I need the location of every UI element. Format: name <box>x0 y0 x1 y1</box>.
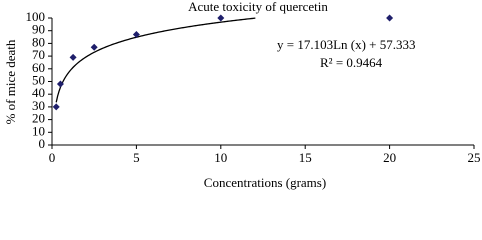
trendline-equation: y = 17.103Ln (x) + 57.333 <box>277 37 416 52</box>
data-point <box>52 103 60 111</box>
data-point <box>386 14 394 22</box>
x-tick-label: 25 <box>468 150 481 165</box>
y-tick-label: 80 <box>32 34 45 49</box>
y-tick-label: 60 <box>32 60 45 75</box>
y-tick-label: 20 <box>32 111 45 126</box>
data-point <box>69 53 77 61</box>
chart: Acute toxicity of quercetin Concentratio… <box>3 0 481 190</box>
data-point <box>56 80 64 88</box>
chart-title: Acute toxicity of quercetin <box>188 0 328 14</box>
y-tick-label: 50 <box>32 72 45 87</box>
y-axis-label: % of mice death <box>3 39 18 124</box>
data-point <box>217 14 225 22</box>
data-point <box>90 43 98 51</box>
r-squared: R² = 0.9464 <box>320 55 383 70</box>
page: {"chart_data": { "type": "scatter", "tit… <box>2 0 481 190</box>
x-tick-label: 0 <box>49 150 56 165</box>
x-tick-label: 15 <box>299 150 312 165</box>
x-tick-label: 10 <box>214 150 227 165</box>
y-tick-label: 70 <box>32 47 45 62</box>
y-tick-label: 10 <box>32 123 45 138</box>
x-tick-label: 20 <box>383 150 396 165</box>
y-tick-label: 90 <box>32 22 45 37</box>
y-tick-label: 40 <box>32 85 45 100</box>
trendline <box>55 17 256 103</box>
x-axis-label: Concentrations (grams) <box>204 175 326 190</box>
x-tick-label: 5 <box>133 150 140 165</box>
data-point <box>132 31 140 39</box>
y-tick-label: 0 <box>39 136 46 151</box>
y-tick-label: 30 <box>32 98 45 113</box>
y-tick-label: 100 <box>26 9 46 24</box>
